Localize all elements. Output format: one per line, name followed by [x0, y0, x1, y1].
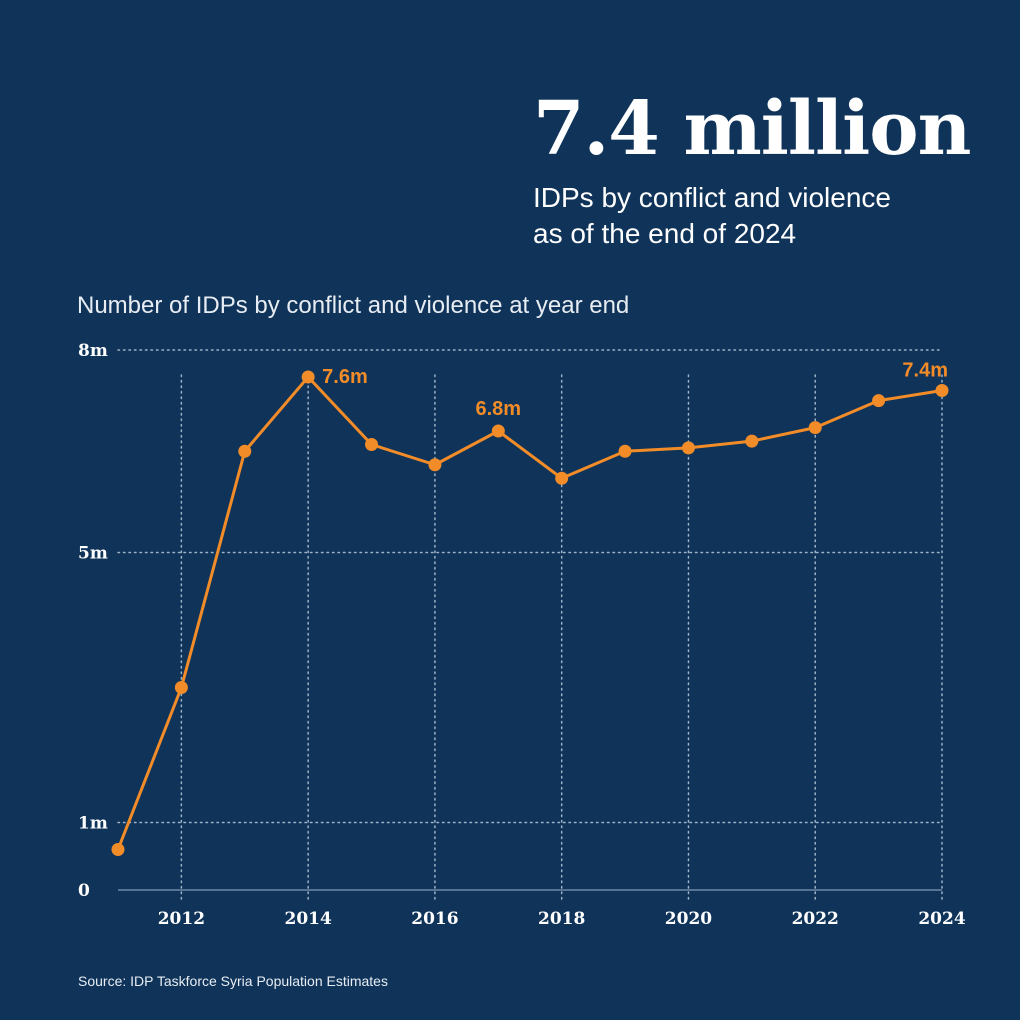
data-point-2013 [238, 444, 252, 458]
data-point-2019 [618, 444, 632, 458]
data-point-2020 [681, 441, 695, 455]
y-tick-label: 1m [78, 814, 108, 834]
label-layer: 7.6m 6.8m 7.4m [322, 360, 948, 421]
y-tick-label: 5m [78, 544, 108, 564]
chart-title: Number of IDPs by conflict and violence … [77, 292, 630, 319]
data-point-2012 [174, 681, 188, 694]
data-label-2014: 7.6m [322, 366, 368, 388]
x-tick-label: 2012 [158, 909, 205, 929]
source-note: Source: IDP Taskforce Syria Population E… [78, 973, 388, 989]
data-label-2024: 7.4m [902, 360, 948, 382]
data-point-2017 [491, 424, 505, 438]
data-point-2011 [111, 843, 125, 856]
data-point-2014 [301, 370, 315, 384]
series-layer [111, 370, 949, 856]
data-point-2015 [365, 438, 379, 451]
y-tick-label: 8m [78, 341, 108, 361]
data-point-2018 [555, 471, 569, 485]
grid-layer [117, 349, 943, 903]
axis-layer: 0 1m 5m 8m 2012 2014 2016 2018 2020 2022 2024 [78, 341, 966, 929]
data-point-2024 [935, 384, 949, 397]
x-tick-label: 2024 [918, 909, 965, 929]
headline-subtitle: IDPs by conflict and violence as of the … [533, 180, 1003, 252]
data-point-2021 [745, 434, 759, 448]
x-tick-label: 2016 [411, 909, 458, 929]
x-tick-label: 2020 [665, 909, 712, 929]
x-tick-label: 2018 [538, 909, 585, 929]
data-point-2016 [428, 458, 442, 472]
subtitle-line-1: IDPs by conflict and violence [533, 182, 891, 213]
x-tick-label: 2014 [284, 909, 331, 929]
data-point-2023 [872, 394, 886, 408]
data-label-2017: 6.8m [476, 398, 522, 420]
subtitle-line-2: as of the end of 2024 [533, 218, 797, 249]
series-line [116, 375, 943, 851]
data-point-2022 [808, 421, 822, 435]
y-tick-label: 0 [78, 881, 90, 901]
x-tick-label: 2022 [792, 909, 839, 929]
headline-figure: 7.4 million [533, 86, 971, 172]
